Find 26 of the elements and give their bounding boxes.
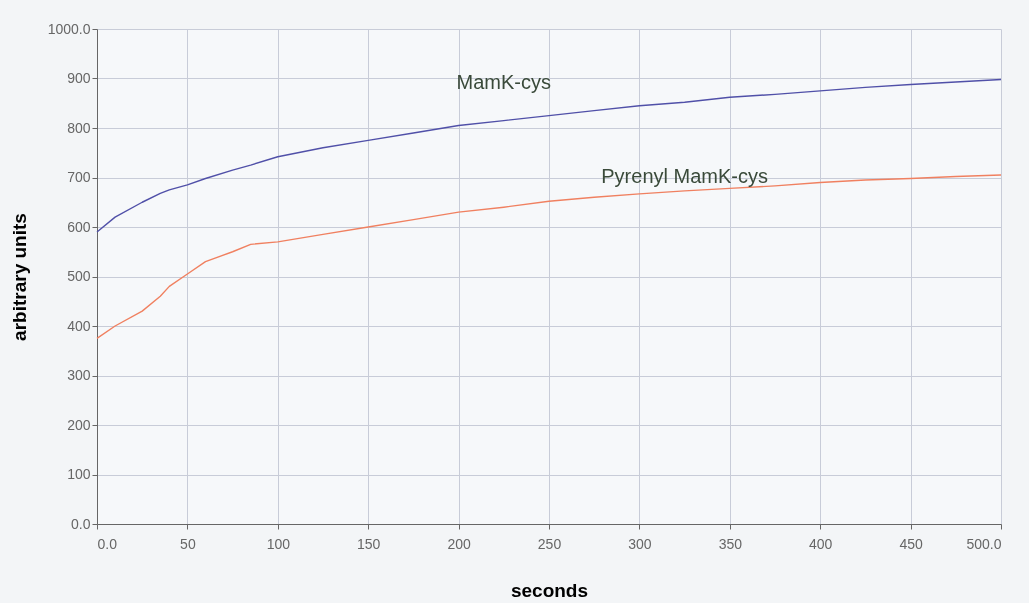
y-tick-label: 800 bbox=[67, 119, 91, 136]
x-tick-label: 200 bbox=[447, 535, 471, 552]
x-tick-label: 0.0 bbox=[97, 535, 118, 552]
y-tick-label: 300 bbox=[67, 367, 91, 383]
y-tick-label: 700 bbox=[67, 169, 91, 185]
x-tick-label: 350 bbox=[718, 535, 743, 552]
y-tick-label: 400 bbox=[67, 317, 91, 334]
y-tick-label: 900 bbox=[67, 70, 91, 86]
x-tick-label: 250 bbox=[537, 535, 562, 552]
y-tick-label: 1000.0 bbox=[47, 20, 91, 37]
x-tick-label: 500.0 bbox=[966, 535, 1002, 552]
x-tick-label: 400 bbox=[809, 535, 833, 552]
y-tick-label: 100 bbox=[67, 466, 91, 482]
series-label: Pyrenyl MamK-cys bbox=[601, 164, 768, 187]
x-tick-label: 50 bbox=[180, 535, 196, 552]
x-tick-label: 450 bbox=[899, 535, 923, 552]
y-tick-label: 200 bbox=[67, 416, 91, 433]
x-tick-label: 300 bbox=[628, 535, 652, 552]
y-tick-label: 0.0 bbox=[71, 515, 91, 532]
series-label: MamK-cys bbox=[456, 70, 552, 93]
x-tick-label: 100 bbox=[266, 535, 291, 552]
x-tick-label: 150 bbox=[357, 535, 381, 552]
x-axis-title: seconds bbox=[510, 579, 589, 601]
y-tick-label: 600 bbox=[67, 218, 91, 235]
y-axis-title: arbitrary units bbox=[8, 213, 30, 341]
y-tick-label: 500 bbox=[67, 268, 91, 284]
